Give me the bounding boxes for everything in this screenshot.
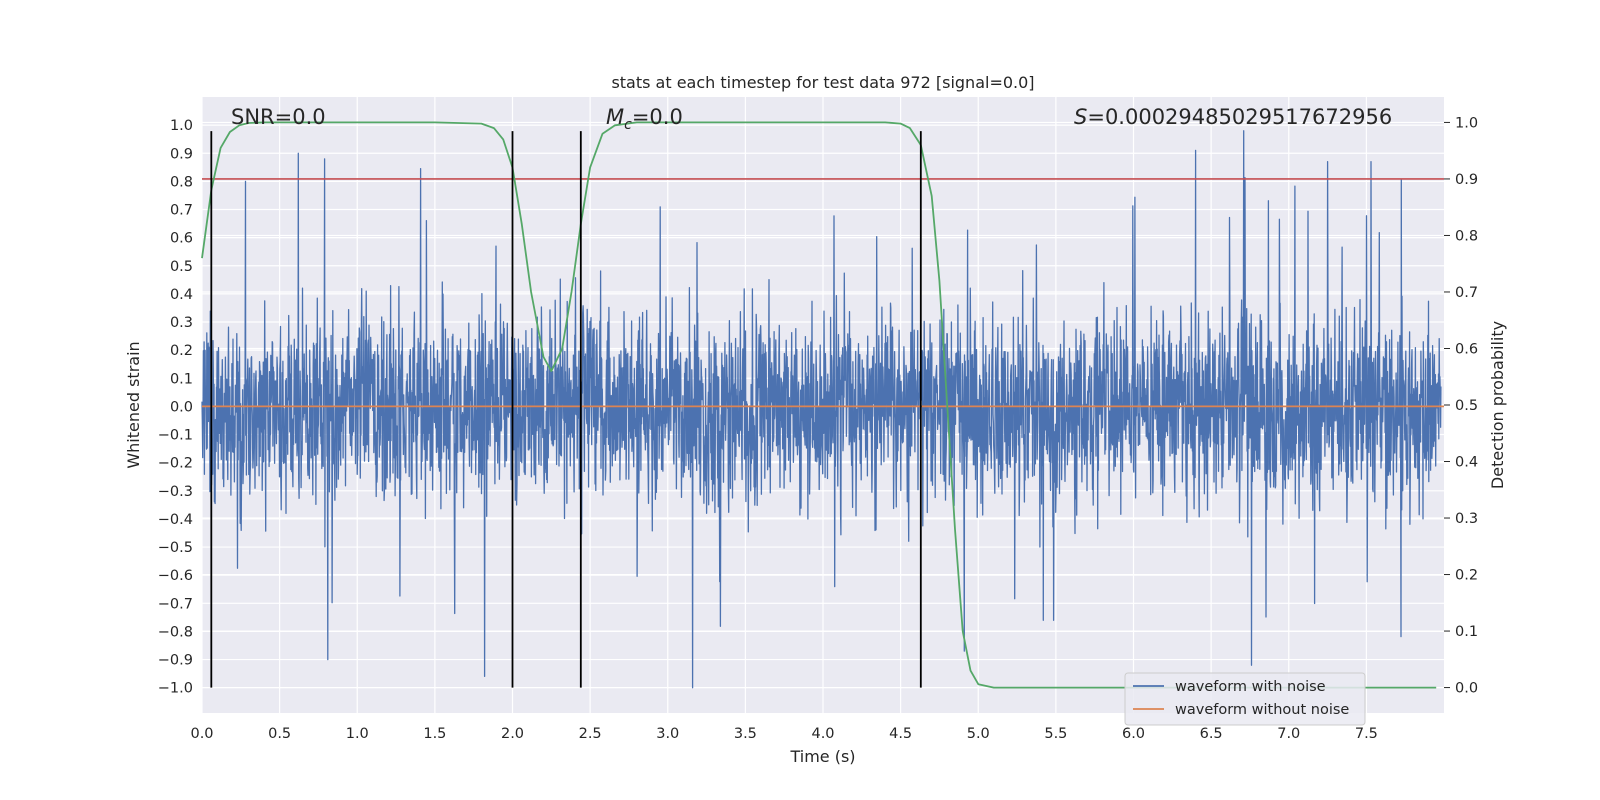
x-tick-label: 5.5 [1044, 726, 1067, 742]
left-y-tick-label: 0.5 [170, 259, 193, 275]
waveform-with-noise-series [201, 130, 1442, 689]
left-y-tick-label: −0.6 [158, 568, 193, 584]
left-y-axis-label: Whitened strain [124, 341, 143, 468]
x-tick-label: 7.0 [1277, 726, 1300, 742]
s-symbol: S [1074, 105, 1087, 129]
left-y-tick-label: −0.8 [158, 624, 193, 640]
x-tick-label: 7.5 [1355, 726, 1378, 742]
left-y-axis-ticks: 1.0 0.9 0.8 0.7 0.6 0.5 0.4 0.3 0.2 0.1 0.0 −0.1 −0.… [158, 118, 193, 697]
x-tick-label: 4.0 [811, 726, 834, 742]
left-y-tick-label: −0.4 [158, 512, 193, 528]
left-y-tick-label: −0.1 [158, 428, 193, 444]
legend-label-waveform-with-noise: waveform with noise [1175, 679, 1326, 695]
right-y-tick-label: 1.0 [1455, 115, 1478, 131]
x-tick-label: 1.0 [346, 726, 369, 742]
right-y-tick-label: 0.0 [1455, 681, 1478, 697]
x-tick-label: 2.5 [579, 726, 602, 742]
left-y-tick-label: −1.0 [158, 681, 193, 697]
x-tick-label: 6.0 [1122, 726, 1145, 742]
left-y-tick-label: 0.7 [170, 203, 193, 219]
x-axis-label: Time (s) [789, 747, 855, 766]
left-y-tick-label: 0.3 [170, 315, 193, 331]
s-annotation: S=0.00029485029517672956 [1074, 105, 1392, 129]
legend-label-waveform-without-noise: waveform without noise [1175, 702, 1349, 718]
legend: waveform with noise waveform without noi… [1124, 672, 1366, 726]
left-y-tick-label: 0.8 [170, 174, 193, 190]
x-tick-label: 3.5 [734, 726, 757, 742]
left-y-tick-label: −0.7 [158, 596, 193, 612]
left-y-tick-label: 0.0 [170, 399, 193, 415]
segment-markers [210, 131, 922, 688]
right-y-tick-label: 0.1 [1455, 624, 1478, 640]
right-y-tick-label: 0.4 [1455, 455, 1478, 471]
detection-probability-series [201, 121, 1437, 689]
legend-box [1124, 672, 1366, 726]
right-y-tick-label: 0.3 [1455, 511, 1478, 527]
x-tick-label: 6.5 [1200, 726, 1223, 742]
x-tick-label: 5.0 [967, 726, 990, 742]
left-y-tick-label: 1.0 [170, 118, 193, 134]
right-y-tick-label: 0.8 [1455, 228, 1478, 244]
right-y-tick-label: 0.7 [1455, 285, 1478, 301]
x-tick-label: 4.5 [889, 726, 912, 742]
x-tick-label: 2.0 [501, 726, 524, 742]
left-y-tick-label: 0.2 [170, 343, 193, 359]
left-y-tick-label: 0.1 [170, 371, 193, 387]
left-y-tick-label: 0.9 [170, 146, 193, 162]
chirp-mass-annotation: Mc=0.0 [606, 105, 683, 133]
waveform-with-noise-line [201, 130, 1442, 689]
left-y-tick-label: −0.5 [158, 540, 193, 556]
right-y-tick-label: 0.6 [1455, 341, 1478, 357]
chirp-mass-subscript: c [624, 117, 632, 133]
left-y-tick-label: 0.6 [170, 231, 193, 247]
detection-probability-line [201, 121, 1437, 689]
x-tick-label: 3.0 [656, 726, 679, 742]
s-value: =0.00029485029517672956 [1087, 105, 1392, 129]
left-y-tick-label: 0.4 [170, 287, 193, 303]
left-y-tick-label: −0.9 [158, 653, 193, 669]
x-tick-label: 0.0 [190, 726, 213, 742]
chirp-mass-symbol: M [606, 105, 624, 129]
x-tick-label: 0.5 [268, 726, 291, 742]
left-y-tick-label: −0.2 [158, 456, 193, 472]
right-y-axis-ticks: 1.0 0.9 0.8 0.7 0.6 0.5 0.4 0.3 0.2 0.1 0.0 [1444, 115, 1478, 697]
right-y-axis-label: Detection probability [1488, 321, 1507, 489]
right-y-tick-label: 0.5 [1455, 398, 1478, 414]
left-y-tick-label: −0.3 [158, 484, 193, 500]
x-tick-label: 1.5 [423, 726, 446, 742]
right-y-tick-label: 0.9 [1455, 172, 1478, 188]
chart-title: stats at each timestep for test data 972… [611, 73, 1034, 92]
x-axis-ticks: 0.0 0.5 1.0 1.5 2.0 2.5 3.0 3.5 4.0 4.5 5.0 5.5 6.0 6… [190, 726, 1377, 742]
snr-annotation: SNR=0.0 [231, 105, 326, 129]
chirp-mass-value: =0.0 [632, 105, 683, 129]
right-y-tick-label: 0.2 [1455, 568, 1478, 584]
